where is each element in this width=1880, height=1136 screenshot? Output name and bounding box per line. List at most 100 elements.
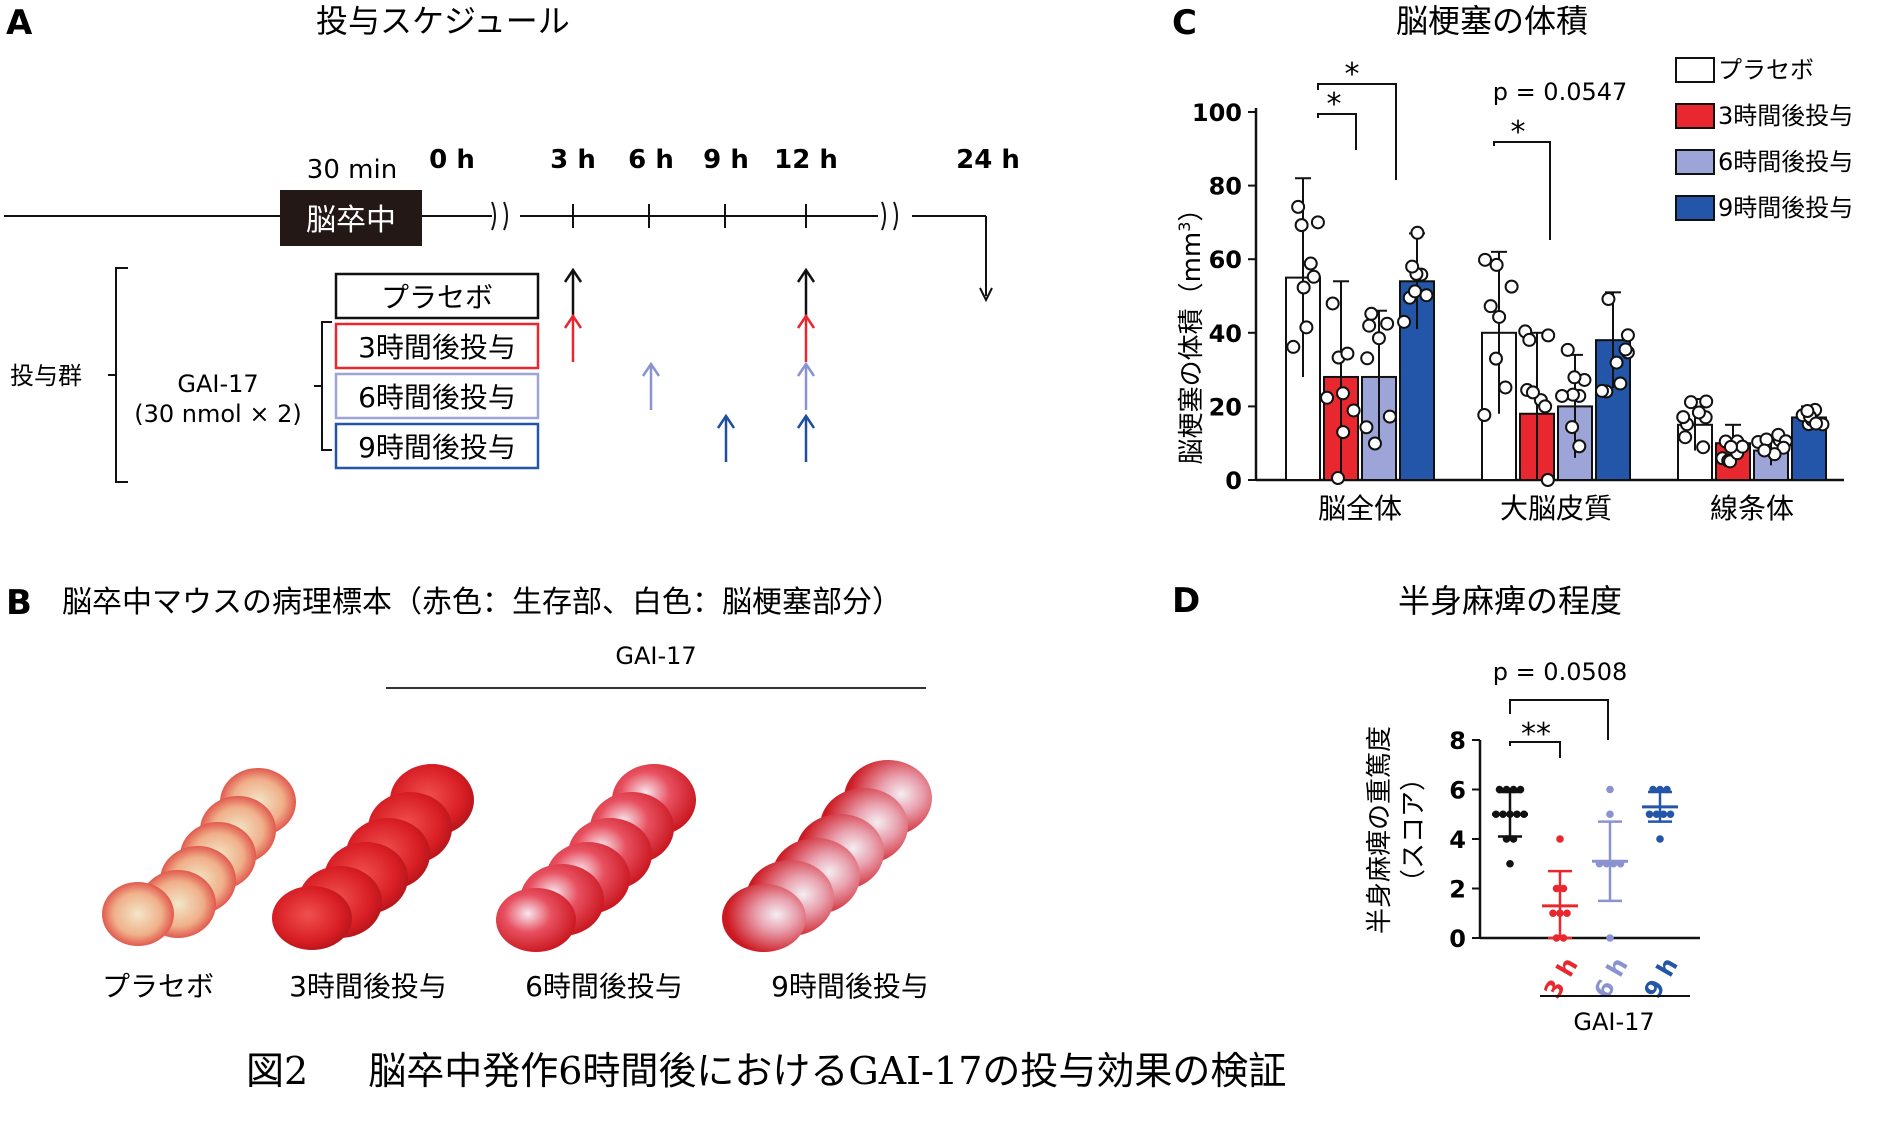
chart-c-data-point (1405, 259, 1420, 274)
dose-arrow-placebo-12h (796, 267, 816, 316)
chart-d-data-point (1649, 785, 1657, 794)
chart-d-data-point (1563, 909, 1571, 918)
specimen-label-9h: 9時間後投与 (771, 970, 929, 1003)
chart-c-data-point (1676, 410, 1691, 425)
chart-c-y-tick-label: 60 (1209, 246, 1242, 274)
chart-d-data-point (1659, 810, 1668, 819)
dose-arrow-6h-12h (796, 361, 816, 410)
chart-c-star-3: * (1511, 115, 1526, 150)
chart-d-data-point (1606, 934, 1614, 942)
panel-b-drug-label: GAI-17 (615, 642, 696, 670)
chart-c-data-point (1678, 430, 1693, 445)
chart-c-data-point (1294, 218, 1309, 233)
legend-label-9h: 9時間後投与 (1718, 194, 1853, 222)
stroke-box (280, 190, 422, 246)
chart-c-data-point (1478, 252, 1493, 267)
chart-c-y-tick-label: 20 (1209, 393, 1242, 421)
chart-c-data-point (1541, 328, 1556, 343)
chart-d-data-point (1652, 810, 1661, 819)
chart-d-data-point (1509, 785, 1518, 794)
group-box-3h-label: 3時間後投与 (358, 331, 516, 364)
chart-c-data-point (1691, 405, 1706, 420)
chart-c-data-point (1483, 299, 1498, 314)
panel-c-letter: C (1172, 3, 1197, 43)
specimen-placebo (102, 768, 296, 946)
chart-c-star-1: * (1345, 57, 1360, 92)
chart-c-data-point (1419, 288, 1434, 303)
chart-c-data-point (1380, 316, 1395, 331)
chart-c-data-point (1325, 296, 1340, 311)
timepoint-9h: 9 h (703, 145, 749, 175)
chart-c-data-point (1800, 404, 1815, 419)
group-box-6h (334, 372, 540, 420)
chart-c-data-point (1362, 318, 1377, 333)
group-box-6h-label: 6時間後投与 (358, 381, 516, 414)
dose-arrows (563, 267, 816, 462)
chart-d-data-point (1595, 859, 1604, 868)
chart-c-data-point (1330, 471, 1345, 486)
chart-d-data-point (1516, 785, 1525, 794)
timepoint-0h: 0 h (429, 145, 475, 175)
group-box-9h (334, 422, 540, 470)
panel-a-title: 投与スケジュール (316, 2, 570, 40)
chart-c-data-point (1488, 351, 1503, 366)
chart-d-ylabel-sub: （スコア） (1399, 765, 1429, 895)
chart-c-ylabel-close: ） (1177, 196, 1207, 222)
chart-d-data-point (1509, 835, 1518, 843)
chart-d-data-point (1520, 810, 1528, 819)
dose-arrow-3h-3h (563, 313, 583, 362)
specimen-label-6h: 6時間後投与 (525, 970, 683, 1003)
chart-c-data-point (1522, 332, 1537, 347)
chart-c-data-point (1683, 395, 1698, 410)
gai-bracket (314, 321, 332, 451)
figure-caption: 図2 脳卒中発作6時間後におけるGAI-17の投与効果の検証 (246, 1049, 1286, 1093)
chart-d-y-tick-label: 0 (1449, 925, 1466, 953)
chart-c-data-point (1572, 439, 1587, 454)
chart-d-data-point (1656, 785, 1664, 794)
endpoint-arrowhead (979, 287, 993, 303)
caption-fig-number: 図2 (246, 1049, 308, 1093)
chart-c-data-point (1310, 215, 1325, 230)
axis-break-icon (881, 201, 898, 231)
group-box-9h-label: 9時間後投与 (358, 431, 516, 464)
chart-d-y-tick-label: 6 (1449, 777, 1466, 805)
timepoint-12h: 12 h (774, 145, 838, 175)
chart-c-ylabel: 脳梗塞の体積（mm3） (1175, 196, 1207, 465)
stroke-box-label: 脳卒中 (306, 203, 396, 238)
specimen-label-placebo: プラセボ (102, 970, 214, 1003)
chart-c-data-point (1560, 342, 1575, 357)
chart-d-y-tick-label: 4 (1449, 826, 1466, 854)
chart-c-p-value: p = 0.0547 (1493, 78, 1628, 106)
chart-d-data-point (1556, 835, 1564, 843)
chart-d-data-point (1549, 909, 1557, 918)
chart-d-data-point (1609, 859, 1618, 868)
chart-c-significance (1317, 83, 1551, 240)
group-box-3h (334, 322, 540, 370)
group-box-placebo (334, 272, 540, 320)
chart-c-ylabel-main: 脳梗塞の体積 (1177, 308, 1207, 464)
chart-c-data-point (1555, 388, 1570, 403)
legend-swatch-3h (1675, 103, 1715, 129)
chart-c-data-point (1320, 390, 1335, 405)
legend-swatch-6h (1675, 149, 1715, 175)
panel-b-title: 脳卒中マウスの病理標本（赤色：生存部、白色：脳梗塞部分） (62, 585, 902, 620)
chart-c-plot: 0 20 40 60 80 100 脳全体 大脳皮質 線条体 (1192, 99, 1844, 525)
caption-text: 脳卒中発作6時間後におけるGAI-17の投与効果の検証 (368, 1049, 1286, 1093)
group-label: 投与群 (10, 362, 82, 390)
dose-label: (30 nmol × 2) (134, 400, 301, 428)
chart-d-data-point (1506, 859, 1514, 868)
chart-c-data-point (1489, 257, 1504, 272)
chart-c-data-point (1340, 346, 1355, 361)
chart-d-data-point (1645, 810, 1654, 819)
chart-c-data-point (1735, 439, 1750, 454)
chart-c-data-point (1299, 320, 1314, 335)
panel-b: B 脳卒中マウスの病理標本（赤色：生存部、白色：脳梗塞部分） GAI-17 (6, 583, 932, 1003)
drug-name: GAI-17 (177, 370, 258, 398)
panel-b-letter: B (6, 583, 32, 623)
chart-d-data-point (1656, 835, 1664, 843)
timepoint-3h: 3 h (550, 145, 596, 175)
chart-c-data-point (1286, 339, 1301, 354)
panel-c-title: 脳梗塞の体積 (1396, 2, 1588, 40)
dose-arrow-6h-6h (641, 361, 661, 410)
